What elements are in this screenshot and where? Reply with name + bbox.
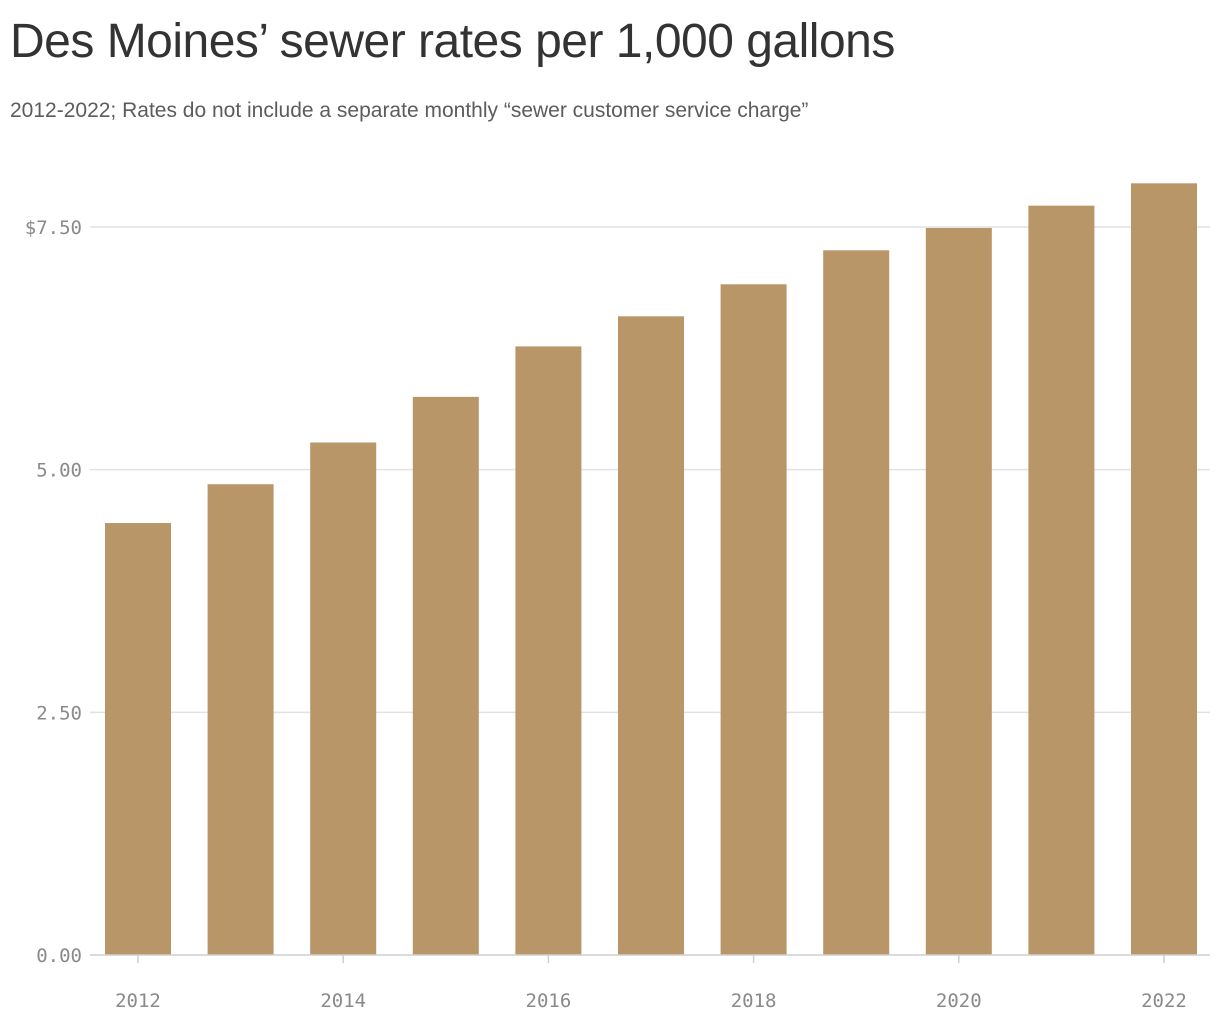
bar-2012 xyxy=(105,523,171,955)
bar-2021 xyxy=(1028,205,1095,956)
y-tick-label: 0.00 xyxy=(36,945,82,967)
y-tick-label: 5.00 xyxy=(36,460,82,482)
x-tick-label: 2022 xyxy=(1141,990,1187,1012)
bar-2019 xyxy=(823,250,890,955)
bar-2014 xyxy=(310,442,377,955)
bar-2015 xyxy=(412,396,479,955)
bar-2017 xyxy=(618,316,684,955)
bar-2018 xyxy=(720,284,787,955)
y-tick-label: 2.50 xyxy=(36,702,82,724)
y-tick-label: $7.50 xyxy=(25,217,82,239)
bar-2016 xyxy=(515,346,582,956)
x-tick-label: 2014 xyxy=(320,990,366,1012)
bar-2022 xyxy=(1131,183,1197,955)
x-tick-label: 2012 xyxy=(115,990,161,1012)
x-tick-label: 2018 xyxy=(731,990,777,1012)
chart-title: Des Moines’ sewer rates per 1,000 gallon… xyxy=(10,15,895,68)
bar-2013 xyxy=(207,484,274,955)
bar-2020 xyxy=(925,227,992,955)
x-tick-label: 2016 xyxy=(526,990,572,1012)
chart-subtitle: 2012-2022; Rates do not include a separa… xyxy=(10,99,809,122)
x-tick-label: 2020 xyxy=(936,990,982,1012)
